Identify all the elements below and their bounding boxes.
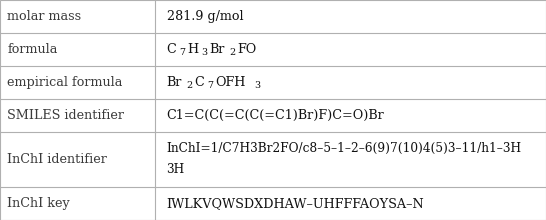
- Text: FO: FO: [237, 43, 256, 56]
- Text: InChI key: InChI key: [7, 197, 70, 210]
- Text: OFH: OFH: [215, 76, 245, 89]
- Text: IWLKVQWSDXDHAW–UHFFFAOYSA–N: IWLKVQWSDXDHAW–UHFFFAOYSA–N: [167, 197, 424, 210]
- Text: Br: Br: [167, 76, 182, 89]
- Text: 7: 7: [179, 48, 185, 57]
- Text: 3: 3: [254, 81, 260, 90]
- Text: H: H: [187, 43, 198, 56]
- Text: 281.9 g/mol: 281.9 g/mol: [167, 10, 243, 23]
- Text: InChI identifier: InChI identifier: [7, 153, 107, 166]
- Text: empirical formula: empirical formula: [7, 76, 122, 89]
- Text: InChI=1/C7H3Br2FO/c8–5–1–2–6(9)7(10)4(5)3–11/h1–3H: InChI=1/C7H3Br2FO/c8–5–1–2–6(9)7(10)4(5)…: [167, 142, 521, 155]
- Text: 2: 2: [229, 48, 235, 57]
- Text: Br: Br: [209, 43, 224, 56]
- Text: 2: 2: [186, 81, 193, 90]
- Text: C: C: [167, 43, 176, 56]
- Text: C: C: [194, 76, 204, 89]
- Text: SMILES identifier: SMILES identifier: [7, 109, 124, 122]
- Text: formula: formula: [7, 43, 57, 56]
- Text: 7: 7: [207, 81, 213, 90]
- Text: 3H: 3H: [167, 163, 185, 176]
- Text: C1=C(C(=C(C(=C1)Br)F)C=O)Br: C1=C(C(=C(C(=C1)Br)F)C=O)Br: [167, 109, 384, 122]
- Text: molar mass: molar mass: [7, 10, 81, 23]
- Text: 3: 3: [201, 48, 207, 57]
